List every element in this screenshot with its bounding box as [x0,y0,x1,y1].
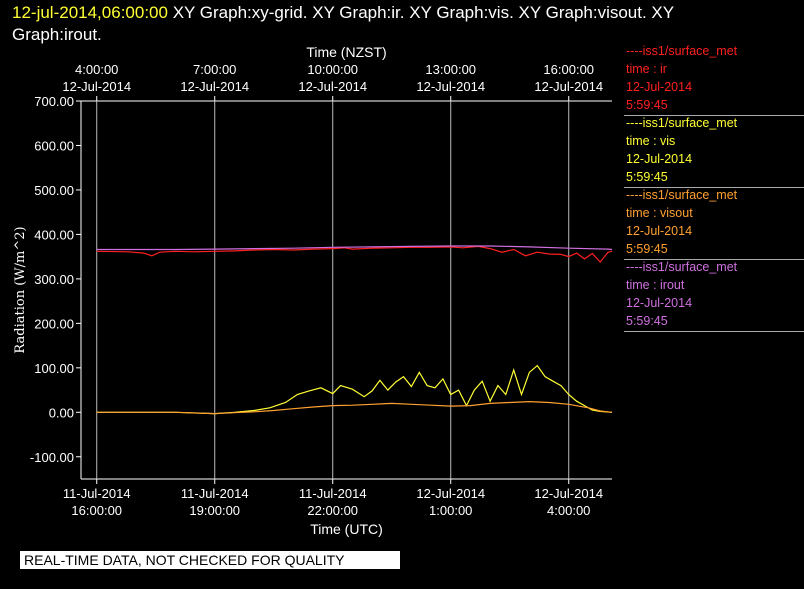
y-tick-label: 400.00 [34,227,74,242]
x-tick-time: 19:00:00 [189,503,240,518]
top-tick-date: 12-Jul-2014 [534,79,603,94]
header-graph-list: XY Graph:xy-grid. XY Graph:ir. XY Graph:… [167,3,675,22]
y-tick-label: 0.00 [49,405,74,420]
graph-header: 12-jul-2014,06:00:00 XY Graph:xy-grid. X… [12,2,792,46]
legend-entry-line2: time : ir [626,62,667,76]
x-tick-date: 12-Jul-2014 [416,486,485,501]
legend-entry-line1: ----iss1/surface_met [626,44,738,58]
legend-entry-line1: ----iss1/surface_met [626,188,738,202]
top-tick-date: 12-Jul-2014 [298,79,367,94]
top-tick-time: 16:00:00 [543,62,594,77]
legend-entry-line4: 5:59:45 [626,314,668,328]
top-axis-label: Time (NZST) [306,44,386,60]
legend-entry-line2: time : vis [626,134,676,148]
series-line-time-irout [96,245,613,251]
top-tick-date: 12-Jul-2014 [416,79,485,94]
x-tick-time: 22:00:00 [307,503,358,518]
legend-entry-line2: time : irout [626,278,685,292]
quality-banner: REAL-TIME DATA, NOT CHECKED FOR QUALITY [20,551,400,569]
y-tick-label: 300.00 [34,272,74,287]
y-tick-label: 700.00 [34,94,74,109]
legend-divider [624,115,804,116]
x-tick-time: 4:00:00 [547,503,590,518]
x-tick-time: 1:00:00 [429,503,472,518]
top-tick-time: 10:00:00 [307,62,358,77]
y-tick-label: 600.00 [34,138,74,153]
legend-entry-line4: 5:59:45 [626,170,668,184]
series-line-time-vis [96,364,613,415]
x-axis-label: Time (UTC) [310,521,383,537]
y-tick-label: 100.00 [34,361,74,376]
y-tick-label: 200.00 [34,316,74,331]
legend-entry-line4: 5:59:45 [626,98,668,112]
legend-entry-line3: 12-Jul-2014 [626,224,693,238]
x-tick-date: 11-Jul-2014 [63,486,131,501]
x-tick-date: 11-Jul-2014 [299,486,367,501]
x-tick-date: 12-Jul-2014 [534,486,603,501]
top-tick-time: 13:00:00 [425,62,476,77]
legend-entry-line3: 12-Jul-2014 [626,296,693,310]
y-tick-label: 500.00 [34,183,74,198]
legend-divider [624,187,804,188]
legend-entry-line1: ----iss1/surface_met [626,260,738,274]
legend-divider [624,331,804,332]
top-tick-date: 12-Jul-2014 [180,79,249,94]
legend-entry-line4: 5:59:45 [626,242,668,256]
y-tick-label: -100.00 [30,450,74,465]
x-tick-date: 11-Jul-2014 [181,486,249,501]
legend-entry-line2: time : visout [626,206,693,220]
series-line-time-visout [96,400,613,415]
legend-entry-line3: 12-Jul-2014 [626,152,693,166]
top-tick-time: 7:00:00 [193,62,236,77]
legend-divider [624,259,804,260]
y-axis-label: Radiation (W/m^2) [13,226,28,353]
top-tick-date: 12-Jul-2014 [62,79,131,94]
header-timestamp: 12-jul-2014,06:00:00 [12,3,168,22]
header-graph-list-cont: Graph:irout. [12,25,102,44]
top-tick-time: 4:00:00 [75,62,118,77]
legend-entry-line1: ----iss1/surface_met [626,116,738,130]
series-line-time-ir [96,245,613,263]
legend-entry-line3: 12-Jul-2014 [626,80,693,94]
x-tick-time: 16:00:00 [71,503,122,518]
